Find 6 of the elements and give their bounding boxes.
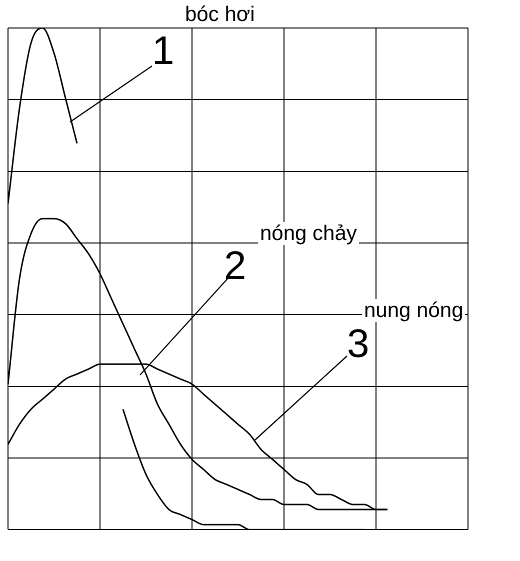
text: bóc hơi [183, 3, 257, 26]
annotation: nóng chảy [258, 222, 359, 245]
annotation: 3 [345, 322, 372, 366]
annotation: 1 [150, 29, 176, 73]
annotation: 2 [222, 244, 248, 288]
annotation: nung nóng [362, 299, 466, 322]
